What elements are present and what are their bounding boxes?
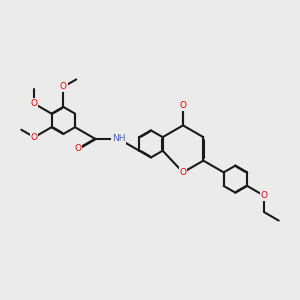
- Text: O: O: [31, 99, 38, 108]
- Text: O: O: [75, 144, 82, 153]
- Text: O: O: [179, 168, 187, 177]
- Text: NH: NH: [112, 134, 126, 143]
- Text: O: O: [179, 101, 187, 110]
- Text: O: O: [60, 82, 67, 91]
- Text: O: O: [261, 191, 268, 200]
- Text: O: O: [31, 133, 38, 142]
